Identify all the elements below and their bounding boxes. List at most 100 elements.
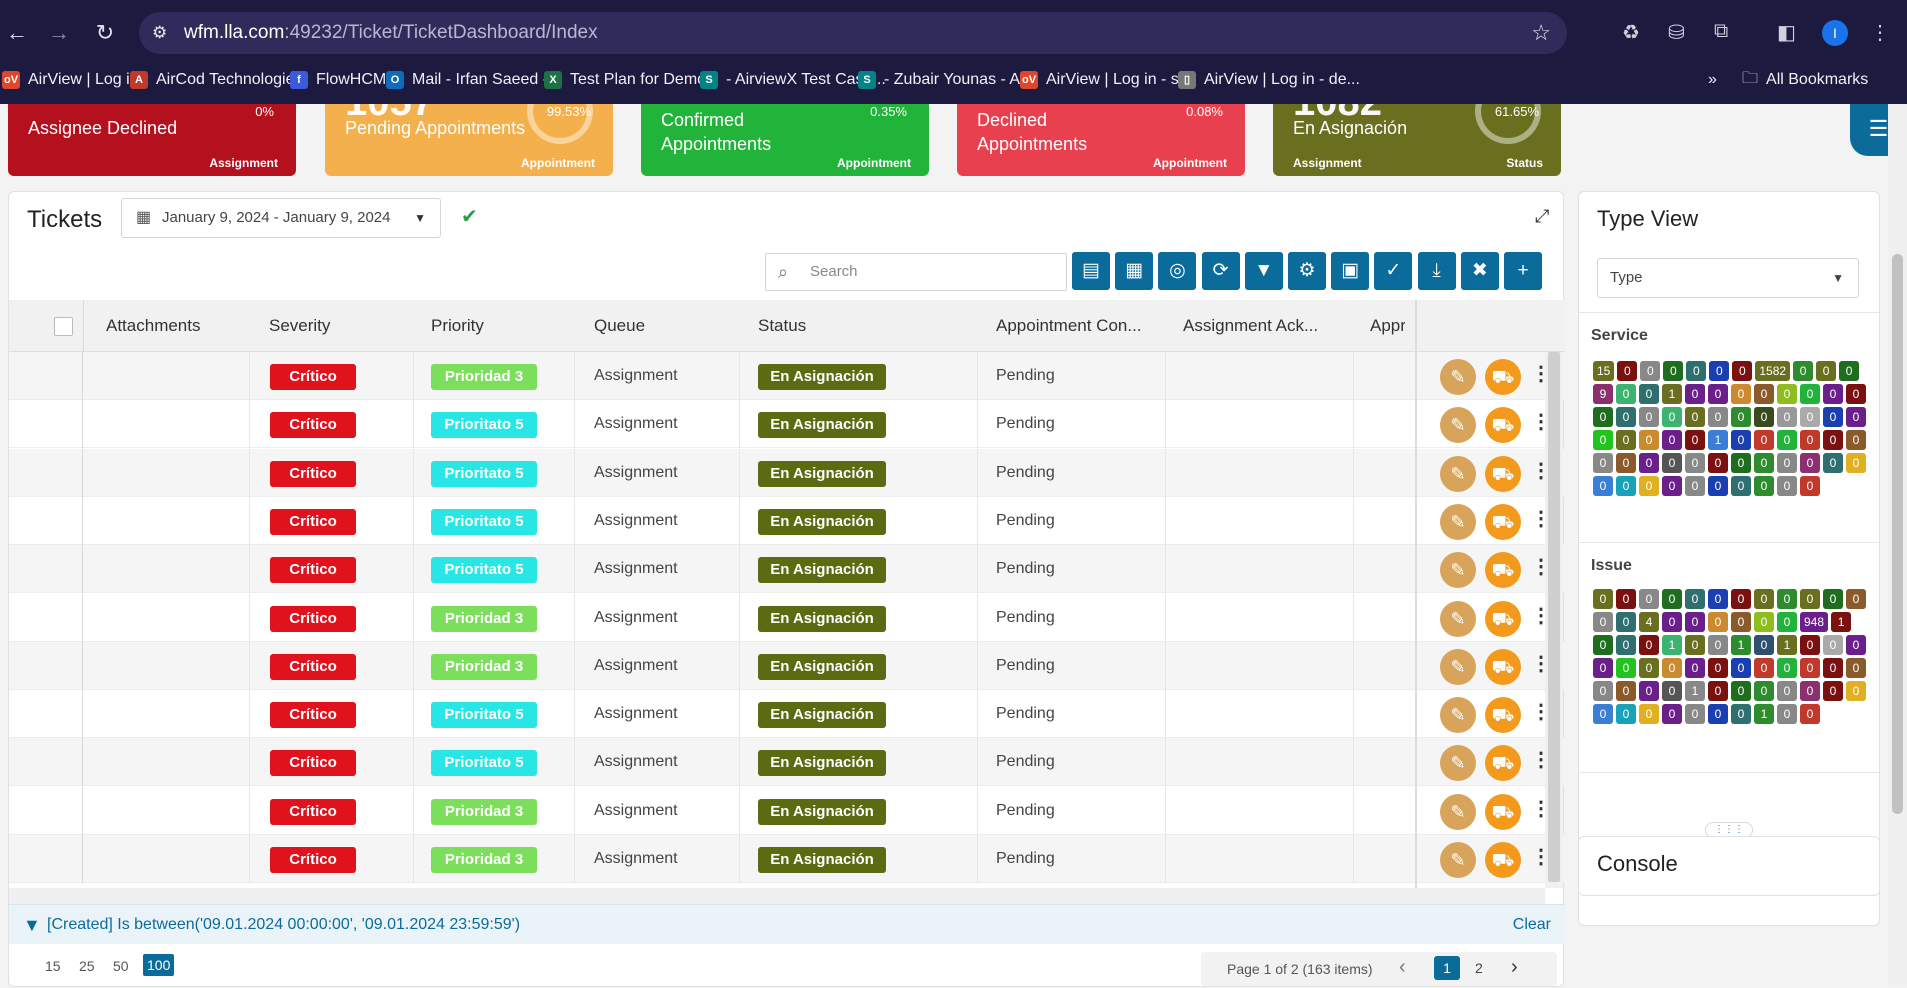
download-icon[interactable]: ⤓ — [1417, 252, 1456, 290]
edit-action-icon[interactable]: ✎ — [1440, 600, 1476, 637]
count-badge[interactable]: 0 — [1823, 681, 1843, 701]
summary-card[interactable]: Assignee Declined 0% Assignment — [8, 104, 296, 176]
count-badge[interactable]: 0 — [1685, 704, 1705, 724]
row-select-cell[interactable] — [9, 641, 83, 690]
count-badge[interactable]: 0 — [1800, 658, 1820, 678]
row-select-cell[interactable] — [9, 835, 83, 883]
edit-action-icon[interactable]: ✎ — [1440, 793, 1476, 830]
count-badge[interactable]: 0 — [1823, 589, 1843, 609]
count-badge[interactable]: 0 — [1708, 704, 1728, 724]
count-badge[interactable]: 0 — [1800, 384, 1820, 404]
table-row[interactable]: Crítico Prioridad 3 Assignment En Asignació… — [9, 641, 1565, 690]
dispatch-action-icon[interactable]: ⛟ — [1485, 600, 1521, 637]
count-badge[interactable]: 0 — [1800, 407, 1820, 427]
count-badge[interactable]: 0 — [1800, 635, 1820, 655]
count-badge[interactable]: 0 — [1846, 384, 1866, 404]
clear-filter-link[interactable]: Clear — [1512, 916, 1551, 933]
count-badge[interactable]: 0 — [1731, 453, 1751, 473]
count-badge[interactable]: 0 — [1617, 361, 1638, 381]
count-badge[interactable]: 0 — [1616, 612, 1636, 632]
row-select-cell[interactable] — [9, 786, 83, 835]
count-badge[interactable]: 0 — [1616, 430, 1636, 450]
count-badge[interactable]: 0 — [1685, 453, 1705, 473]
column-header[interactable]: Priority — [431, 316, 484, 335]
count-badge[interactable]: 0 — [1846, 453, 1866, 473]
count-badge[interactable]: 15 — [1593, 361, 1615, 381]
dispatch-action-icon[interactable]: ⛟ — [1485, 503, 1521, 540]
table-row[interactable]: Crítico Prioritato 5 Assignment En Asignaci… — [9, 738, 1565, 787]
row-select-cell[interactable] — [9, 690, 83, 739]
count-badge[interactable]: 0 — [1708, 658, 1728, 678]
search-input[interactable]: ⌕ Search — [765, 253, 1067, 291]
count-badge[interactable]: 1 — [1777, 635, 1797, 655]
count-badge[interactable]: 0 — [1708, 612, 1728, 632]
bookmark-item[interactable]: ▯ AirView | Log in - de... — [1178, 68, 1360, 92]
layout-icon[interactable]: ▦ — [1115, 252, 1154, 290]
column-header[interactable]: Appointment Con... — [996, 316, 1142, 335]
bookmark-item[interactable]: f FlowHCM — [290, 68, 386, 92]
page-number-button[interactable]: 1 — [1434, 956, 1460, 980]
summary-card[interactable]: 1057Pending Appointments 99.53% Appointmen… — [325, 104, 613, 176]
count-badge[interactable]: 1 — [1662, 384, 1682, 404]
dispatch-action-icon[interactable]: ⛟ — [1485, 455, 1521, 492]
summary-card[interactable]: 1082En Asignación 61.65% Assignment Status — [1273, 104, 1561, 176]
count-badge[interactable]: 0 — [1708, 407, 1728, 427]
count-badge[interactable]: 0 — [1685, 384, 1705, 404]
select-all-checkbox[interactable] — [54, 317, 73, 336]
calendar-check-icon[interactable]: ▣ — [1331, 252, 1370, 290]
page-size-option[interactable]: 25 — [79, 958, 95, 974]
count-badge[interactable]: 0 — [1777, 407, 1797, 427]
count-badge[interactable]: 0 — [1639, 384, 1659, 404]
clipboard-check-icon[interactable]: ✓ — [1374, 252, 1413, 290]
filter-icon[interactable]: ▼ — [1244, 252, 1283, 290]
count-badge[interactable]: 0 — [1846, 430, 1866, 450]
count-badge[interactable]: 0 — [1731, 658, 1751, 678]
count-badge[interactable]: 0 — [1593, 635, 1613, 655]
add-icon[interactable]: + — [1504, 252, 1542, 290]
count-badge[interactable]: 0 — [1846, 589, 1866, 609]
date-range-picker[interactable]: ▦ January 9, 2024 - January 9, 2024 ▼ — [121, 198, 441, 238]
count-badge[interactable]: 0 — [1731, 704, 1751, 724]
count-badge[interactable]: 0 — [1731, 681, 1751, 701]
bookmark-item[interactable]: X Test Plan for Demo... — [544, 68, 719, 92]
page-size-option[interactable]: 15 — [45, 958, 61, 974]
count-badge[interactable]: 0 — [1732, 361, 1753, 381]
count-badge[interactable]: 0 — [1593, 681, 1613, 701]
count-badge[interactable]: 0 — [1823, 407, 1843, 427]
count-badge[interactable]: 0 — [1708, 681, 1728, 701]
count-badge[interactable]: 0 — [1593, 612, 1613, 632]
count-badge[interactable]: 1582 — [1755, 361, 1791, 381]
reload-icon[interactable]: ↻ — [95, 20, 115, 45]
table-row[interactable]: Crítico Prioridad 3 Assignment En Asignació… — [9, 835, 1565, 883]
count-badge[interactable]: 0 — [1754, 453, 1774, 473]
bookmark-item[interactable]: oV AirView | Log in - st... — [1020, 68, 1197, 92]
count-badge[interactable]: 0 — [1754, 681, 1774, 701]
count-badge[interactable]: 0 — [1593, 658, 1613, 678]
dispatch-action-icon[interactable]: ⛟ — [1485, 648, 1521, 685]
page-scroll-thumb[interactable] — [1892, 254, 1903, 814]
count-badge[interactable]: 0 — [1616, 476, 1636, 496]
page-size-option[interactable]: 50 — [113, 958, 129, 974]
count-badge[interactable]: 0 — [1754, 589, 1774, 609]
row-select-cell[interactable] — [9, 738, 83, 787]
count-badge[interactable]: 0 — [1823, 453, 1843, 473]
count-badge[interactable]: 0 — [1708, 453, 1728, 473]
count-badge[interactable]: 0 — [1708, 384, 1728, 404]
count-badge[interactable]: 0 — [1593, 476, 1613, 496]
summary-card[interactable]: Declined Appointments 0.08% Appointment — [957, 104, 1245, 176]
edit-action-icon[interactable]: ✎ — [1440, 648, 1476, 685]
count-badge[interactable]: 0 — [1823, 658, 1843, 678]
count-badge[interactable]: 0 — [1593, 589, 1613, 609]
profile-avatar[interactable]: I — [1822, 20, 1848, 46]
count-badge[interactable]: 0 — [1777, 589, 1797, 609]
count-badge[interactable]: 1 — [1662, 635, 1682, 655]
dispatch-action-icon[interactable]: ⛟ — [1485, 697, 1521, 734]
table-vertical-scrollbar[interactable] — [1545, 352, 1563, 888]
count-badge[interactable]: 1 — [1685, 681, 1705, 701]
column-header[interactable]: Appro — [1370, 316, 1405, 335]
share-icon[interactable]: ⟳ — [1201, 252, 1240, 290]
dispatch-action-icon[interactable]: ⛟ — [1485, 359, 1521, 395]
count-badge[interactable]: 0 — [1846, 658, 1866, 678]
count-badge[interactable]: 0 — [1823, 430, 1843, 450]
bookmark-star-icon[interactable]: ☆ — [1531, 20, 1551, 45]
